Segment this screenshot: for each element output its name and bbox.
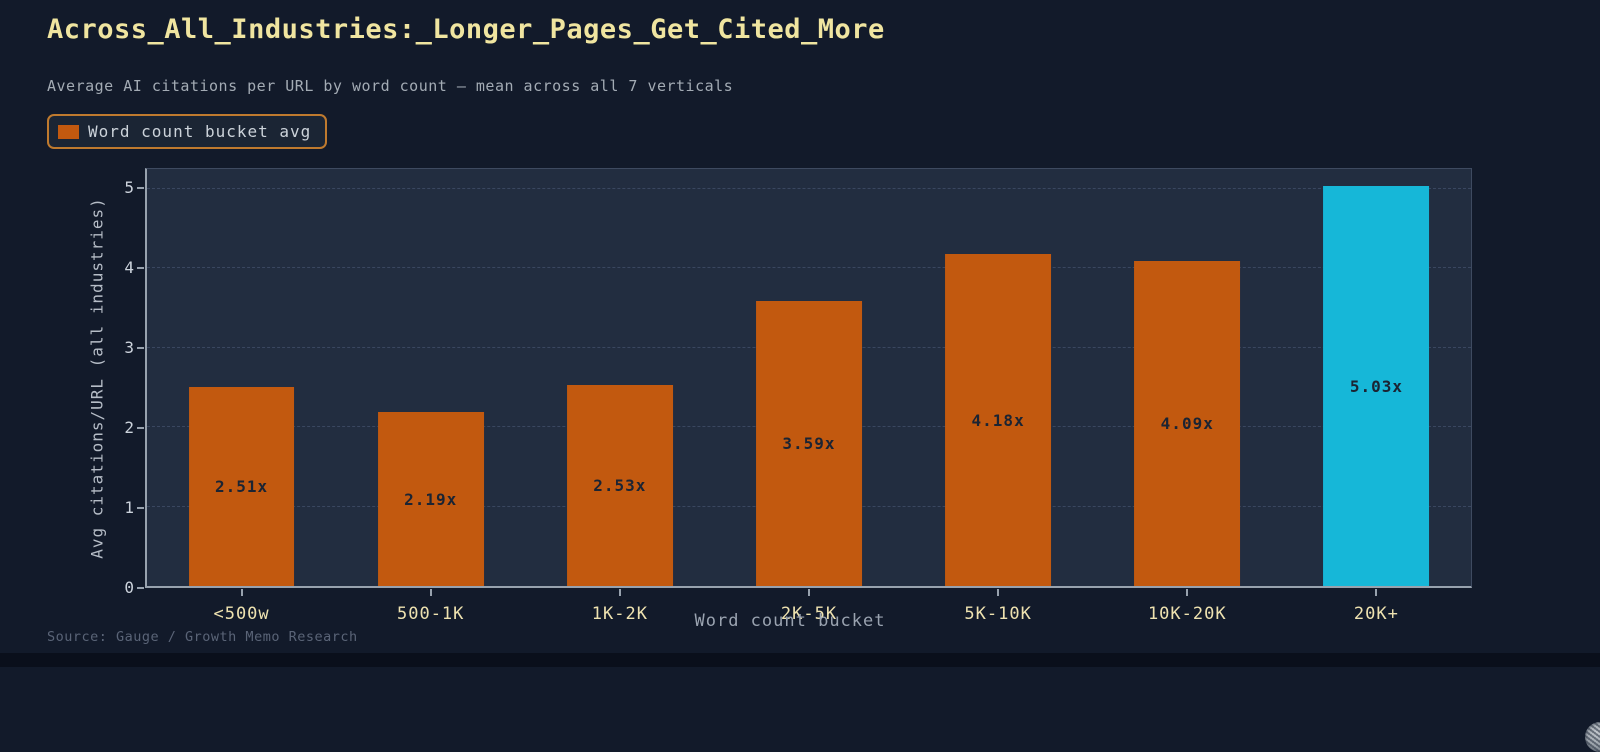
x-tick-mark [1375, 589, 1378, 596]
bar-<500w: 2.51x [188, 386, 295, 586]
x-tick-mark [618, 589, 621, 596]
x-tick-mark [997, 589, 1000, 596]
bar-value-label: 2.19x [404, 489, 458, 509]
plot-area: 2.51x <500w 2.19x 500-1K 2.53x 1K-2K 3.59x 2K-5… [145, 168, 1600, 752]
bar-2K-5K: 3.59x [756, 300, 862, 586]
y-tick-label-2: 2 [124, 418, 134, 437]
legend-label: Word count bucket avg [88, 122, 312, 141]
y-tick-label-4: 4 [124, 258, 134, 277]
watermark-stamp-icon [1585, 722, 1600, 752]
bar-5K-10K: 4.18x [945, 254, 1052, 586]
chart-subtitle: Average AI citations per URL by word cou… [47, 77, 734, 95]
gridline-y-5 [147, 187, 1471, 189]
source-note: Source: Gauge / Growth Memo Research [47, 629, 358, 645]
bar-column-1K-2K: 2.53x 1K-2K [525, 169, 714, 624]
x-axis-label: Word count bucket [694, 611, 886, 631]
bottom-strip [0, 653, 1600, 667]
y-tick-label-0: 0 [124, 578, 134, 597]
bar-500-1K: 2.19x [377, 412, 484, 586]
y-axis-label: Avg citations/URL (all industries) [87, 197, 107, 559]
bar-value-label: 2.51x [214, 476, 269, 496]
x-tick-label-1K-2K: 1K-2K [591, 604, 648, 624]
bar-column-500-1K: 2.19x 500-1K [336, 169, 525, 624]
x-tick-mark [1186, 589, 1189, 596]
bar-column-10K-20K: 4.09x 10K-20K [1093, 169, 1282, 624]
bar-10K-20K: 4.09x [1134, 261, 1241, 586]
legend-box: Word count bucket avg [47, 114, 328, 149]
y-tick-mark-0 [137, 587, 144, 589]
y-tick-label-1: 1 [124, 498, 134, 517]
y-tick-label-5: 5 [124, 178, 134, 197]
x-tick-label-<500w: <500w [213, 604, 270, 624]
x-tick-mark [240, 589, 243, 596]
bar-value-label: 5.03x [1349, 376, 1403, 396]
bar-column-<500w: 2.51x <500w [147, 169, 336, 624]
bar-value-label: 4.18x [971, 410, 1025, 430]
bar-column-5K-10K: 4.18x 5K-10K [904, 169, 1093, 624]
x-tick-label-20K+: 20K+ [1353, 604, 1399, 624]
bar-value-label: 2.53x [593, 476, 647, 496]
gridline-y-4 [147, 267, 1471, 269]
x-tick-label-10K-20K: 10K-20K [1147, 604, 1227, 624]
bar-value-label: 3.59x [782, 433, 836, 453]
y-tick-label-3: 3 [124, 338, 134, 357]
bar-20K+: 5.03x [1323, 186, 1430, 586]
bar-column-2K-5K: 3.59x 2K-5K [714, 169, 903, 624]
x-tick-label-500-1K: 500-1K [396, 604, 465, 624]
bar-value-label: 4.09x [1160, 414, 1214, 434]
legend-swatch-icon [58, 124, 79, 139]
y-tick-mark-5 [137, 187, 144, 189]
bar-1K-2K: 2.53x [566, 385, 673, 586]
page-title: Across_All_Industries:_Longer_Pages_Get_… [47, 14, 885, 45]
bar-column-20K+: 5.03x 20K+ [1282, 169, 1471, 624]
x-tick-mark [807, 589, 810, 596]
x-tick-label-5K-10K: 5K-10K [964, 604, 1032, 624]
y-tick-mark-1 [137, 507, 144, 509]
x-tick-label-2K-5K: 2K-5K [780, 604, 838, 624]
x-tick-mark [429, 589, 432, 596]
bar-columns: 2.51x <500w 2.19x 500-1K 2.53x 1K-2K 3.59x 2K-5… [147, 169, 1471, 624]
y-tick-mark-4 [137, 267, 144, 269]
y-tick-mark-3 [137, 347, 144, 349]
y-tick-mark-2 [137, 427, 144, 429]
